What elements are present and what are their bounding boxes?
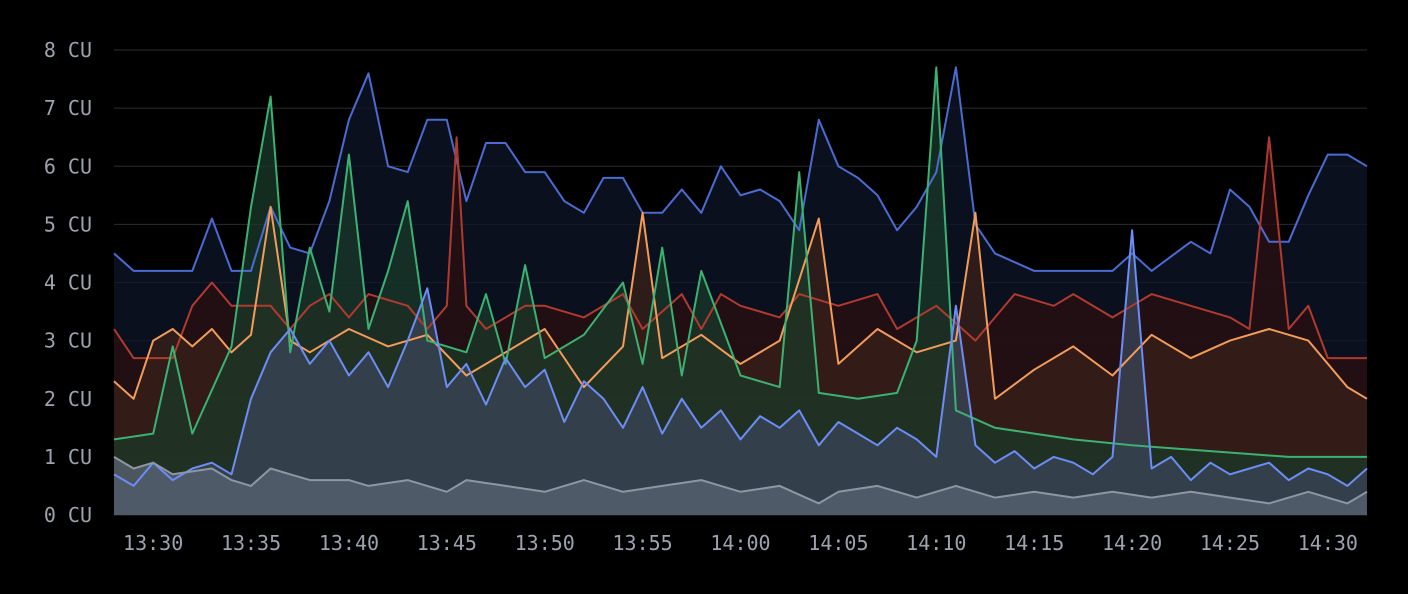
x-tick-label: 14:05	[808, 531, 868, 555]
series-area-5	[114, 456, 1367, 515]
x-tick-label: 13:55	[613, 531, 673, 555]
x-tick-label: 13:50	[515, 531, 575, 555]
y-tick-label: 3 CU	[44, 329, 92, 353]
y-tick-label: 8 CU	[44, 38, 92, 62]
x-tick-label: 13:35	[221, 531, 281, 555]
series-line-1	[113, 136, 1367, 360]
series-line-3	[113, 66, 1367, 458]
series-line-2	[113, 205, 1368, 400]
x-tick-label: 14:00	[710, 531, 770, 555]
x-tick-label: 13:40	[319, 531, 379, 555]
y-tick-label: 0 CU	[44, 503, 92, 527]
y-tick-label: 1 CU	[44, 445, 92, 469]
x-tick-label: 14:25	[1200, 531, 1260, 555]
x-tick-label: 14:20	[1102, 531, 1162, 555]
series-lines	[113, 66, 1368, 505]
x-tick-label: 14:30	[1298, 531, 1358, 555]
x-tick-label: 14:10	[906, 531, 966, 555]
series-line-0	[113, 66, 1368, 272]
series-line-4	[113, 229, 1368, 487]
y-tick-label: 7 CU	[44, 96, 92, 120]
y-tick-label: 5 CU	[44, 212, 92, 236]
x-tick-label: 13:45	[417, 531, 477, 555]
y-axis-labels: 0 CU 1 CU 2 CU 3 CU 4 CU 5 CU 6 CU 7 CU 8 CU	[44, 38, 92, 527]
y-tick-label: 6 CU	[44, 154, 92, 178]
series-line-5	[113, 456, 1368, 505]
x-axis-labels: 13:30 13:35 13:40 13:45 13:50 13:55 14:00 14:05…	[123, 531, 1358, 555]
y-tick-label: 2 CU	[44, 387, 92, 411]
y-tick-label: 4 CU	[44, 271, 92, 295]
series-areas	[114, 67, 1367, 516]
x-tick-label: 13:30	[123, 531, 183, 555]
x-tick-label: 14:15	[1004, 531, 1064, 555]
series-area-4	[114, 230, 1367, 515]
